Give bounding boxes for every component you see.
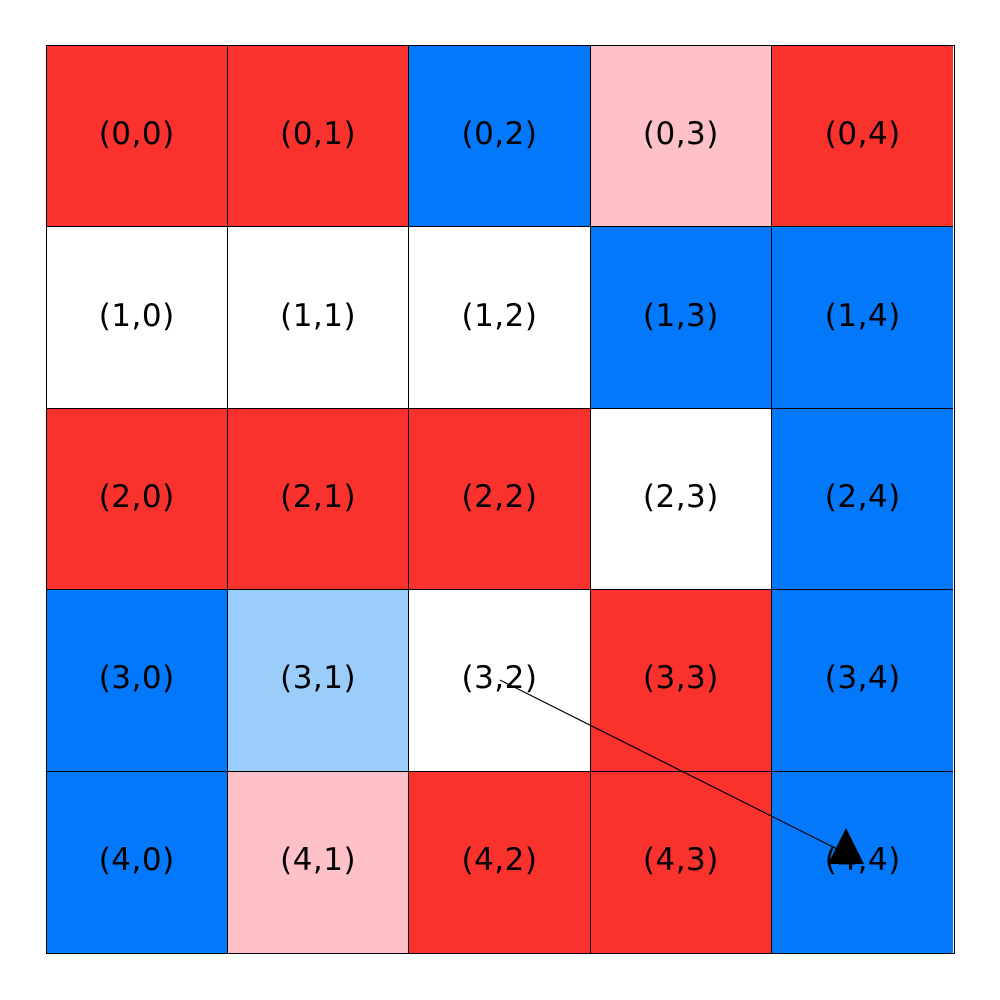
grid-cell-(0,2)[interactable]: (0,2) [409, 46, 591, 228]
cell-label: (2,2) [461, 478, 538, 515]
cell-label: (0,2) [461, 116, 538, 153]
cell-label: (0,0) [98, 116, 175, 153]
cell-label: (3,2) [461, 660, 538, 697]
cell-label: (4,3) [642, 842, 719, 879]
grid-cell-(3,0)[interactable]: (3,0) [46, 590, 228, 772]
grid-cell-(2,4)[interactable]: (2,4) [772, 408, 954, 591]
cell-label: (3,0) [98, 660, 175, 697]
grid-cell-(1,3)[interactable]: (1,3) [590, 227, 773, 409]
grid-cell-(0,0)[interactable]: (0,0) [46, 46, 228, 228]
cell-label: (1,0) [98, 297, 175, 334]
grid-cell-(2,0)[interactable]: (2,0) [46, 408, 228, 591]
grid-cell-(4,1)[interactable]: (4,1) [227, 771, 410, 953]
cell-label: (0,1) [280, 116, 357, 153]
grid-cell-(3,4)[interactable]: (3,4) [772, 590, 954, 772]
cell-label: (4,1) [280, 842, 357, 879]
grid-cell-(3,1)[interactable]: (3,1) [227, 590, 410, 772]
grid-cell-(4,4)[interactable]: (4,4) [772, 771, 954, 953]
cell-label: (1,3) [642, 297, 719, 334]
grid-cell-(1,2)[interactable]: (1,2) [409, 227, 591, 409]
cell-label: (2,1) [280, 478, 357, 515]
cell-label: (3,4) [824, 660, 901, 697]
grid-cell-(1,1)[interactable]: (1,1) [227, 227, 410, 409]
grid-cell-(3,2)[interactable]: (3,2) [409, 590, 591, 772]
cell-label: (1,4) [824, 297, 901, 334]
grid-cell-(0,1)[interactable]: (0,1) [227, 46, 410, 228]
grid-cell-(2,1)[interactable]: (2,1) [227, 408, 410, 591]
cell-label: (4,4) [824, 842, 901, 879]
grid-cell-(0,3)[interactable]: (0,3) [590, 46, 773, 228]
cell-label: (2,0) [98, 478, 175, 515]
cell-label: (2,4) [824, 478, 901, 515]
grid-cell-(4,0)[interactable]: (4,0) [46, 771, 228, 953]
cell-label: (3,1) [280, 660, 357, 697]
grid: (0,0) (0,1) (0,2) (0,3) (0,4) (1,0) (1,1) (1,2)… [45, 45, 955, 954]
cell-label: (1,1) [280, 297, 357, 334]
grid-cell-(3,3)[interactable]: (3,3) [590, 590, 773, 772]
grid-cell-(2,3)[interactable]: (2,3) [590, 408, 773, 591]
grid-cell-(1,4)[interactable]: (1,4) [772, 227, 954, 409]
cell-label: (4,2) [461, 842, 538, 879]
cell-label: (0,3) [642, 116, 719, 153]
cell-label: (0,4) [824, 116, 901, 153]
cell-label: (1,2) [461, 297, 538, 334]
cell-label: (3,3) [642, 660, 719, 697]
grid-cell-(4,3)[interactable]: (4,3) [590, 771, 773, 953]
grid-cell-(4,2)[interactable]: (4,2) [409, 771, 591, 953]
cell-label: (2,3) [642, 478, 719, 515]
cell-label: (4,0) [98, 842, 175, 879]
grid-cell-(1,0)[interactable]: (1,0) [46, 227, 228, 409]
grid-cell-(0,4)[interactable]: (0,4) [772, 46, 954, 228]
grid-cell-(2,2)[interactable]: (2,2) [409, 408, 591, 591]
